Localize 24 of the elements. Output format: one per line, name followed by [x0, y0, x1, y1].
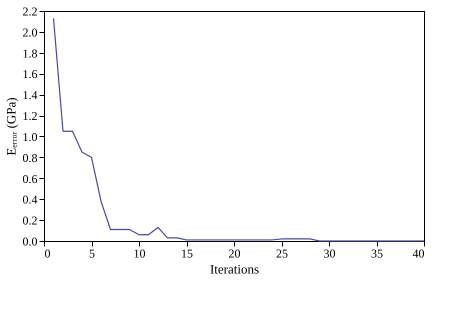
line-series — [52, 18, 425, 242]
x-tick-label: 15 — [181, 246, 193, 260]
x-tick-label: 10 — [134, 246, 146, 260]
x-tick-label: 20 — [228, 246, 240, 260]
x-tick-label: 30 — [324, 246, 336, 260]
y-tick-label: 2.0 — [22, 25, 38, 40]
y-tick-label: 1.6 — [22, 67, 38, 82]
y-axis-title: Eₑᵣᵣₒᵣ (GPa) — [4, 97, 18, 156]
y-tick-label: 0.6 — [22, 172, 38, 186]
y-tick-label: 1.0 — [22, 130, 38, 144]
y-tick-label: 0.8 — [22, 150, 38, 165]
x-tick-label: 5 — [89, 246, 95, 260]
x-tick-label: 35 — [371, 246, 383, 260]
x-tick-label: 25 — [276, 246, 288, 260]
x-axis-title: Iterations — [210, 262, 260, 276]
y-tick-label: 2.2 — [22, 4, 38, 18]
y-tick-label: 1.2 — [22, 109, 38, 124]
y-tick-label: 0.2 — [22, 214, 38, 228]
x-tick-label: 40 — [412, 246, 424, 260]
y-tick-label: 0.4 — [22, 192, 38, 207]
x-tick-label: 0 — [44, 246, 50, 260]
y-tick-label: 1.4 — [22, 88, 38, 102]
y-tick-label: 0.0 — [22, 234, 38, 248]
y-tick-label: 1.8 — [22, 46, 38, 60]
